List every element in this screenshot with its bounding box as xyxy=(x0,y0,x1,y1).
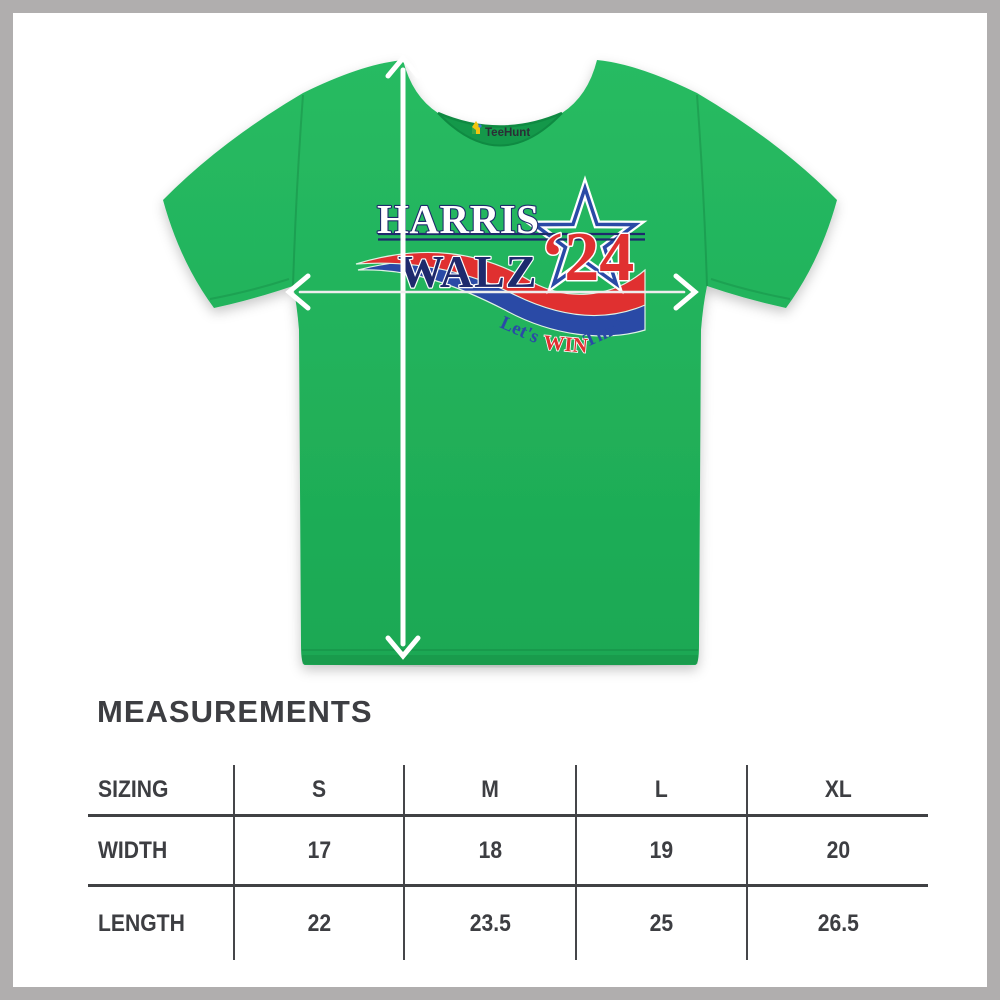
width-measure-arrow xyxy=(285,273,699,311)
right-sleeve-hem xyxy=(710,278,791,300)
collar-front-seam xyxy=(437,112,563,147)
walz-text: WALZ xyxy=(398,246,537,297)
brand-label: TeeHunt xyxy=(485,127,530,139)
table-header-l: L xyxy=(577,765,748,817)
width-value-xl: 20 xyxy=(748,817,928,887)
length-value-xl: 26.5 xyxy=(817,909,859,937)
collar-band xyxy=(437,111,563,128)
left-armhole-seam xyxy=(292,94,304,287)
wave-red xyxy=(355,251,646,317)
length-measure-arrow xyxy=(385,54,421,660)
row-label-length: LENGTH xyxy=(88,887,235,960)
width-value-s: 17 xyxy=(235,817,405,887)
tshirt-preview: TeeHunt WALZ HARRIS ‘24 Let's W xyxy=(163,54,837,668)
width-value-m: 18 xyxy=(405,817,577,887)
teehunt-logo-icon xyxy=(472,121,482,134)
width-value-l: 19 xyxy=(577,817,748,887)
left-sleeve-hem xyxy=(209,278,290,300)
star-icon xyxy=(522,175,648,295)
bottom-hem-band xyxy=(302,655,698,668)
table-header-s: S xyxy=(235,765,405,817)
year-text: ‘24 xyxy=(541,219,634,296)
right-armhole-seam xyxy=(696,94,708,287)
length-value-s: 22 xyxy=(235,887,405,960)
table-header-xl: XL xyxy=(748,765,928,817)
measurements-title: MEASUREMENTS xyxy=(97,694,373,729)
table-header-sizing: SIZING xyxy=(88,765,235,817)
design-double-rule xyxy=(378,232,645,241)
length-value-m: 23.5 xyxy=(405,887,577,960)
tshirt-silhouette xyxy=(163,60,837,665)
size-chart-table: SIZING S M L XL WIDTH 17 18 19 20 LENGTH… xyxy=(88,765,928,960)
length-value-l: 25 xyxy=(577,887,748,960)
table-header-m: M xyxy=(405,765,577,817)
tagline-win: WIN xyxy=(543,330,589,358)
row-label-width: WIDTH xyxy=(88,817,235,887)
